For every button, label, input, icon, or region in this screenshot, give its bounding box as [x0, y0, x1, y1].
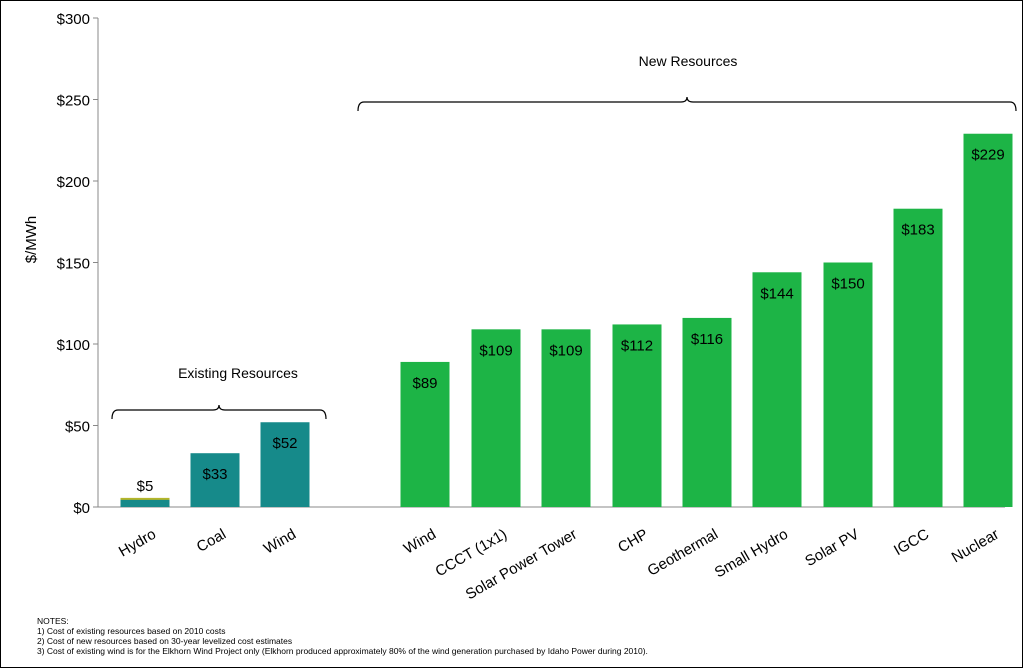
y-tick-label: $200: [57, 174, 90, 191]
y-tick-label: $50: [65, 419, 90, 436]
note-2: 2) Cost of new resources based on 30-yea…: [37, 636, 293, 646]
category-label: Nuclear: [949, 526, 1002, 567]
bar-geothermal: [682, 317, 732, 507]
note-1: 1) Cost of existing resources based on 2…: [37, 626, 226, 636]
category-label: Solar PV: [802, 526, 862, 570]
y-axis-title: $/MWh: [23, 216, 40, 264]
group-label-new: New Resources: [639, 53, 738, 69]
data-label: $89: [412, 375, 437, 392]
category-label: Coal: [194, 526, 229, 556]
data-label: $109: [479, 342, 512, 359]
category-label: Geothermal: [645, 526, 721, 580]
category-label: IGCC: [891, 526, 932, 560]
data-label: $109: [549, 342, 582, 359]
data-label: $183: [901, 222, 934, 239]
data-label: $5: [137, 478, 154, 495]
data-label: $52: [272, 435, 297, 452]
y-tick-label: $150: [57, 256, 90, 273]
bar-hydro: [120, 498, 170, 507]
bar-chp: [612, 324, 662, 507]
brace-new-resources: [357, 96, 1017, 112]
bar-igcc: [893, 208, 943, 507]
bar-ccct-1x1-: [471, 329, 521, 507]
data-label: $112: [621, 337, 653, 354]
data-label: $33: [202, 466, 227, 483]
bar-solar-power-tower: [541, 329, 591, 507]
bar-wind: [400, 361, 450, 507]
category-label: Wind: [261, 526, 299, 558]
category-label: CHP: [615, 526, 651, 557]
bar-wind: [260, 422, 310, 507]
note-3: 3) Cost of existing wind is for the Elkh…: [37, 646, 648, 656]
bar-coal: [190, 453, 240, 507]
bar-small-hydro: [752, 272, 802, 507]
notes-heading: NOTES:: [37, 616, 69, 626]
y-tick-label: $100: [57, 337, 90, 354]
category-label: Hydro: [116, 526, 159, 561]
y-tick-label: $300: [57, 11, 90, 28]
group-label-existing: Existing Resources: [178, 365, 298, 381]
y-tick-label: $250: [57, 93, 90, 110]
y-tick-label: $0: [73, 500, 90, 517]
category-label: Wind: [401, 526, 439, 558]
data-label: $116: [691, 331, 723, 348]
data-label: $144: [760, 285, 793, 302]
bar-nuclear: [963, 133, 1013, 508]
bar-solar-pv: [823, 262, 873, 507]
brace-existing-resources: [111, 404, 327, 420]
category-label: Small Hydro: [712, 526, 791, 582]
data-label: $150: [831, 276, 864, 293]
notes-block: NOTES: 1) Cost of existing resources bas…: [37, 616, 648, 656]
data-label: $229: [971, 147, 1004, 164]
